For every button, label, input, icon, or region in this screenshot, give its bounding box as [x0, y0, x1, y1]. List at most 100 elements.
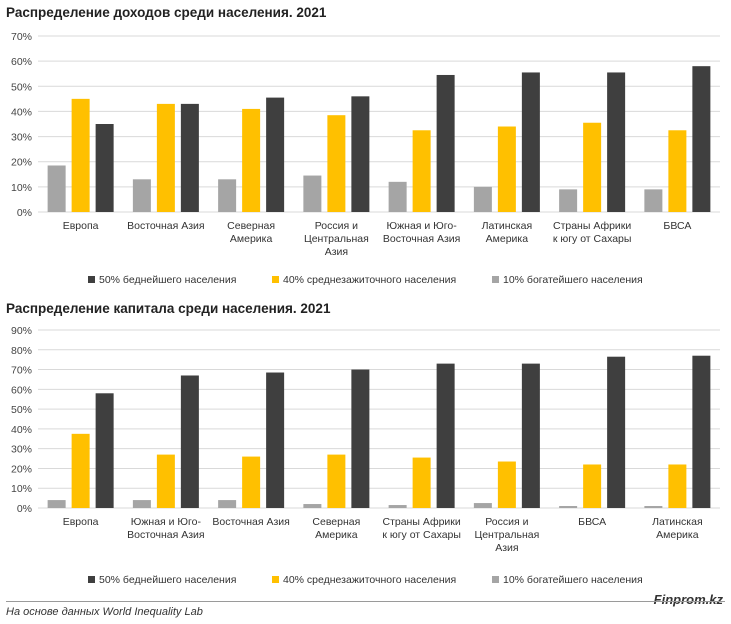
- bar-top10: [388, 181, 407, 212]
- y-tick-label: 0%: [17, 207, 32, 219]
- y-tick-label: 50%: [11, 404, 32, 416]
- x-category-label: к югу от Сахары: [553, 233, 632, 245]
- y-tick-label: 10%: [11, 483, 32, 495]
- legend-swatch: [272, 276, 279, 283]
- x-category-label: Америка: [230, 233, 273, 245]
- x-category-label: к югу от Сахары: [382, 529, 461, 541]
- y-tick-label: 40%: [11, 106, 32, 118]
- bar-top10: [47, 165, 66, 212]
- bar-middle40: [412, 457, 431, 508]
- x-category-label: Восточная Азия: [212, 516, 289, 528]
- x-category-label: Восточная Азия: [383, 233, 460, 245]
- bar-middle40: [71, 98, 90, 212]
- bar-middle40: [327, 115, 346, 212]
- legend-entry: 40% среднезажиточного населения: [283, 574, 456, 586]
- y-tick-label: 0%: [17, 503, 32, 515]
- source-note: На основе данных World Inequality Lab: [6, 606, 203, 618]
- legend-swatch: [492, 576, 499, 583]
- x-category-label: Европа: [63, 220, 99, 232]
- x-category-label: Страны Африки: [553, 220, 631, 232]
- y-tick-label: 50%: [11, 81, 32, 93]
- y-tick-label: 70%: [11, 365, 32, 377]
- bar-bottom50: [266, 372, 285, 508]
- y-tick-label: 20%: [11, 157, 32, 169]
- bar-middle40: [156, 454, 175, 508]
- x-category-label: Азия: [325, 246, 348, 258]
- bar-bottom50: [95, 124, 114, 212]
- x-category-label: Страны Африки: [382, 516, 460, 528]
- bar-bottom50: [521, 72, 540, 212]
- x-category-label: Америка: [315, 529, 358, 541]
- bar-top10: [132, 179, 151, 212]
- y-tick-label: 30%: [11, 444, 32, 456]
- chart-title-income: Распределение доходов среди населения. 2…: [6, 5, 327, 20]
- bar-bottom50: [607, 356, 626, 508]
- legend-entry: 50% беднейшего населения: [99, 574, 236, 586]
- legend-swatch: [88, 276, 95, 283]
- x-category-label: Россия и: [485, 516, 528, 528]
- bar-bottom50: [266, 97, 285, 212]
- y-tick-label: 10%: [11, 182, 32, 194]
- x-category-label: Америка: [486, 233, 529, 245]
- x-category-label: Центральная: [474, 529, 539, 541]
- bar-top10: [644, 189, 663, 212]
- bar-bottom50: [95, 393, 114, 508]
- bar-middle40: [497, 461, 516, 508]
- y-tick-label: 70%: [11, 31, 32, 43]
- bar-middle40: [412, 130, 431, 212]
- x-category-label: Америка: [656, 529, 699, 541]
- bar-top10: [132, 500, 151, 508]
- y-tick-label: 40%: [11, 424, 32, 436]
- x-category-label: Южная и Юго-: [131, 516, 202, 528]
- legend-entry: 10% богатейшего населения: [503, 274, 643, 286]
- legend-entry: 10% богатейшего населения: [503, 574, 643, 586]
- y-tick-label: 60%: [11, 56, 32, 68]
- bar-middle40: [242, 108, 261, 212]
- bar-middle40: [583, 464, 602, 508]
- chart-title-wealth: Распределение капитала среди населения. …: [6, 301, 331, 316]
- y-tick-label: 90%: [11, 325, 32, 337]
- x-category-label: Латинская: [652, 516, 703, 528]
- bar-top10: [473, 503, 492, 508]
- bar-top10: [303, 175, 322, 212]
- bar-bottom50: [436, 74, 455, 212]
- bar-middle40: [242, 456, 261, 508]
- bar-top10: [218, 500, 237, 508]
- x-category-label: Северная: [227, 220, 275, 232]
- bar-bottom50: [351, 369, 370, 508]
- y-tick-label: 30%: [11, 132, 32, 144]
- bar-bottom50: [436, 363, 455, 508]
- legend-entry: 40% среднезажиточного населения: [283, 274, 456, 286]
- bar-top10: [303, 504, 322, 508]
- x-category-label: Южная и Юго-: [387, 220, 458, 232]
- bar-bottom50: [521, 363, 540, 508]
- bar-middle40: [583, 122, 602, 212]
- brand-label: Finprom.kz: [653, 592, 723, 607]
- bar-bottom50: [692, 355, 711, 508]
- bar-top10: [388, 505, 407, 508]
- x-category-label: Центральная: [304, 233, 369, 245]
- bar-bottom50: [351, 96, 370, 212]
- legend-entry: 50% беднейшего населения: [99, 274, 236, 286]
- bar-middle40: [668, 130, 687, 212]
- x-category-label: БВСА: [663, 220, 691, 232]
- x-category-label: Европа: [63, 516, 99, 528]
- bar-middle40: [156, 103, 175, 212]
- x-category-label: Восточная Азия: [127, 220, 204, 232]
- income-distribution-chart: 0% 10% 20% 30% 40% 50% 60% 70% Европа Восточная А…: [11, 31, 720, 286]
- legend-swatch: [492, 276, 499, 283]
- bar-middle40: [668, 464, 687, 508]
- bar-bottom50: [607, 72, 626, 212]
- y-tick-label: 20%: [11, 463, 32, 475]
- x-category-label: Азия: [495, 542, 518, 554]
- x-category-label: БВСА: [578, 516, 606, 528]
- bar-top10: [218, 179, 237, 212]
- bar-top10: [559, 189, 578, 212]
- wealth-distribution-chart: 0% 10% 20% 30% 40% 50% 60% 70% 80% 90% Европа Южная…: [11, 325, 720, 586]
- legend-swatch: [272, 576, 279, 583]
- legend-swatch: [88, 576, 95, 583]
- x-category-label: Латинская: [482, 220, 533, 232]
- bar-top10: [473, 186, 492, 212]
- bar-middle40: [497, 126, 516, 212]
- footer-divider: [6, 601, 725, 602]
